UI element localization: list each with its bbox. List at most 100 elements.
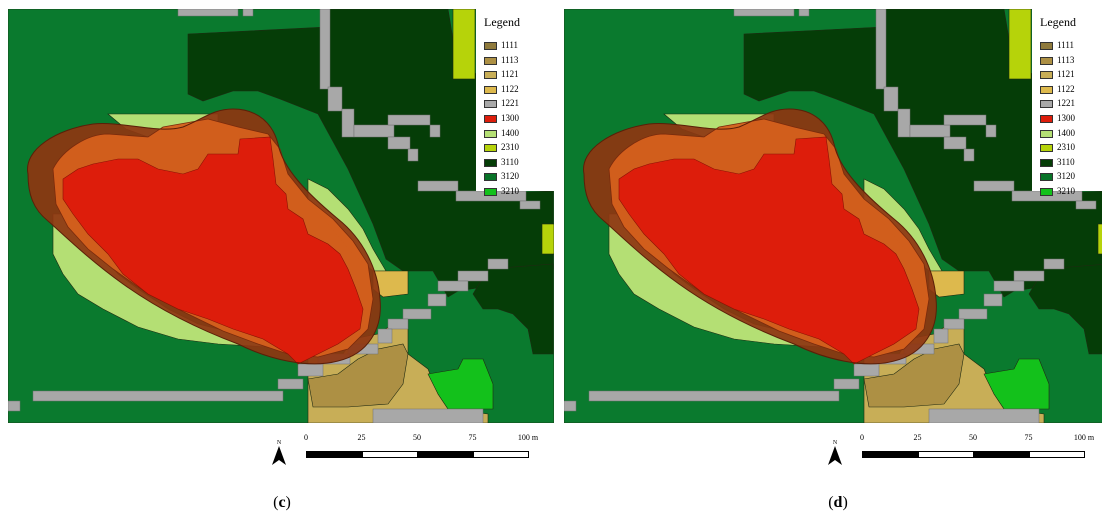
map-legend: Legend 1111 1113 1121 1122 1221 1300 1400 2310 3… (1032, 9, 1102, 196)
pasture-area (1097, 223, 1102, 255)
agricultural-area-1113 (863, 343, 965, 408)
legend-label: 3110 (501, 156, 519, 167)
legend-label: 2310 (1057, 142, 1075, 153)
legend-swatch (1040, 158, 1053, 167)
legend-label: 1121 (501, 69, 519, 80)
road-segment (928, 408, 1040, 423)
legend-item: 1122 (484, 84, 519, 94)
svg-text:N: N (833, 440, 838, 446)
legend-label: 1300 (1057, 113, 1075, 123)
scale-segment (917, 451, 974, 458)
road-segment (958, 308, 988, 320)
road-segment (943, 114, 987, 126)
legend-item: 1221 (1040, 98, 1075, 108)
road-segment (853, 363, 880, 377)
legend-item: 1113 (484, 55, 518, 65)
road-segment (177, 9, 239, 17)
road-segment (943, 318, 965, 330)
legend-item: 1113 (1040, 55, 1074, 65)
road-segment (387, 114, 431, 126)
scale-tick-label: 25 (357, 433, 366, 442)
legend-label: 1400 (1057, 127, 1075, 138)
legend-swatch (484, 85, 497, 94)
legend-item: 3110 (484, 157, 519, 167)
legend-swatch (484, 158, 497, 167)
road-segment (377, 328, 393, 344)
legend-swatch (1040, 114, 1053, 123)
pasture-area (452, 9, 476, 80)
legend-item: 1221 (484, 98, 519, 108)
road-segment (985, 124, 997, 138)
scale-tick-label: 100 m (1073, 433, 1095, 442)
road-segment (588, 390, 840, 402)
road-segment (417, 180, 459, 192)
road-segment (933, 328, 949, 344)
road-segment (429, 124, 441, 138)
legend-swatch (1040, 85, 1053, 94)
legend-item: 2310 (484, 142, 519, 152)
legend-swatch (1040, 100, 1053, 109)
legend-label: 3210 (1057, 186, 1075, 196)
scale-segment (973, 451, 1030, 458)
legend-title: Legend (484, 15, 520, 29)
legend-label: 3210 (501, 186, 519, 196)
agricultural-area-1113 (307, 343, 409, 408)
road-segment (327, 86, 343, 112)
scale-segment (862, 451, 919, 458)
map-svg (8, 9, 554, 423)
fire-zone-outline (27, 108, 381, 365)
legend-label: 1221 (501, 98, 519, 109)
legend-label: 3120 (1057, 171, 1075, 182)
road-segment (1075, 200, 1097, 210)
legend-item: 3110 (1040, 157, 1075, 167)
legend-item: 1121 (1040, 69, 1075, 79)
scale-segment (417, 451, 474, 458)
legend-label: 1122 (501, 83, 519, 94)
legend-label: 1113 (501, 54, 519, 65)
land-cover-map-d: Legend 1111 1113 1121 1122 1221 1300 1400 2310 3… (564, 9, 1102, 423)
road-network (8, 9, 541, 423)
road-segment (402, 308, 432, 320)
legend-label: 2310 (501, 142, 519, 153)
fire-zone-core (618, 136, 920, 365)
road-segment (909, 124, 951, 138)
legend-item: 3120 (1040, 171, 1075, 181)
road-segment (319, 9, 331, 90)
legend-label: 1400 (501, 127, 519, 138)
scale-tick-label: 50 (413, 433, 421, 442)
legend-swatch (484, 173, 497, 182)
legend-title: Legend (1040, 15, 1076, 29)
scale-segment (472, 451, 529, 458)
legend-label: 1113 (1057, 54, 1075, 65)
grassland-area (427, 358, 494, 410)
legend-label: 1111 (1057, 40, 1074, 50)
fire-zone-outline (583, 108, 937, 365)
map-panel-d: Legend 1111 1113 1121 1122 1221 1300 1400 2310 3… (564, 0, 1102, 525)
road-segment (32, 390, 284, 402)
road-segment (457, 270, 489, 282)
legend-label: 3110 (1057, 156, 1075, 167)
legend-swatch (1040, 41, 1053, 50)
legend-swatch (484, 187, 497, 196)
road-segment (833, 378, 860, 390)
road-segment (341, 108, 355, 138)
map-svg (564, 9, 1102, 423)
legend-item: 1111 (1040, 40, 1074, 50)
road-segment (943, 136, 967, 150)
legend-swatch (1040, 129, 1053, 138)
road-segment (407, 148, 419, 162)
road-segment (519, 200, 541, 210)
grassland-area (983, 358, 1050, 410)
road-segment (798, 9, 810, 17)
scale-tick-label: 75 (1024, 433, 1033, 442)
legend-swatch (1040, 71, 1053, 80)
scale-tick-label: 100 m (517, 433, 539, 442)
legend-item: 1400 (484, 128, 519, 138)
road-segment (963, 148, 975, 162)
road-segment (897, 108, 911, 138)
legend-swatch (484, 114, 497, 123)
road-segment (427, 293, 447, 307)
legend-item: 1300 (484, 113, 519, 123)
map-panel-c: Legend 1111 1113 1121 1122 1221 1300 1400 2310 3… (8, 0, 556, 525)
legend-item: 1121 (484, 69, 519, 79)
